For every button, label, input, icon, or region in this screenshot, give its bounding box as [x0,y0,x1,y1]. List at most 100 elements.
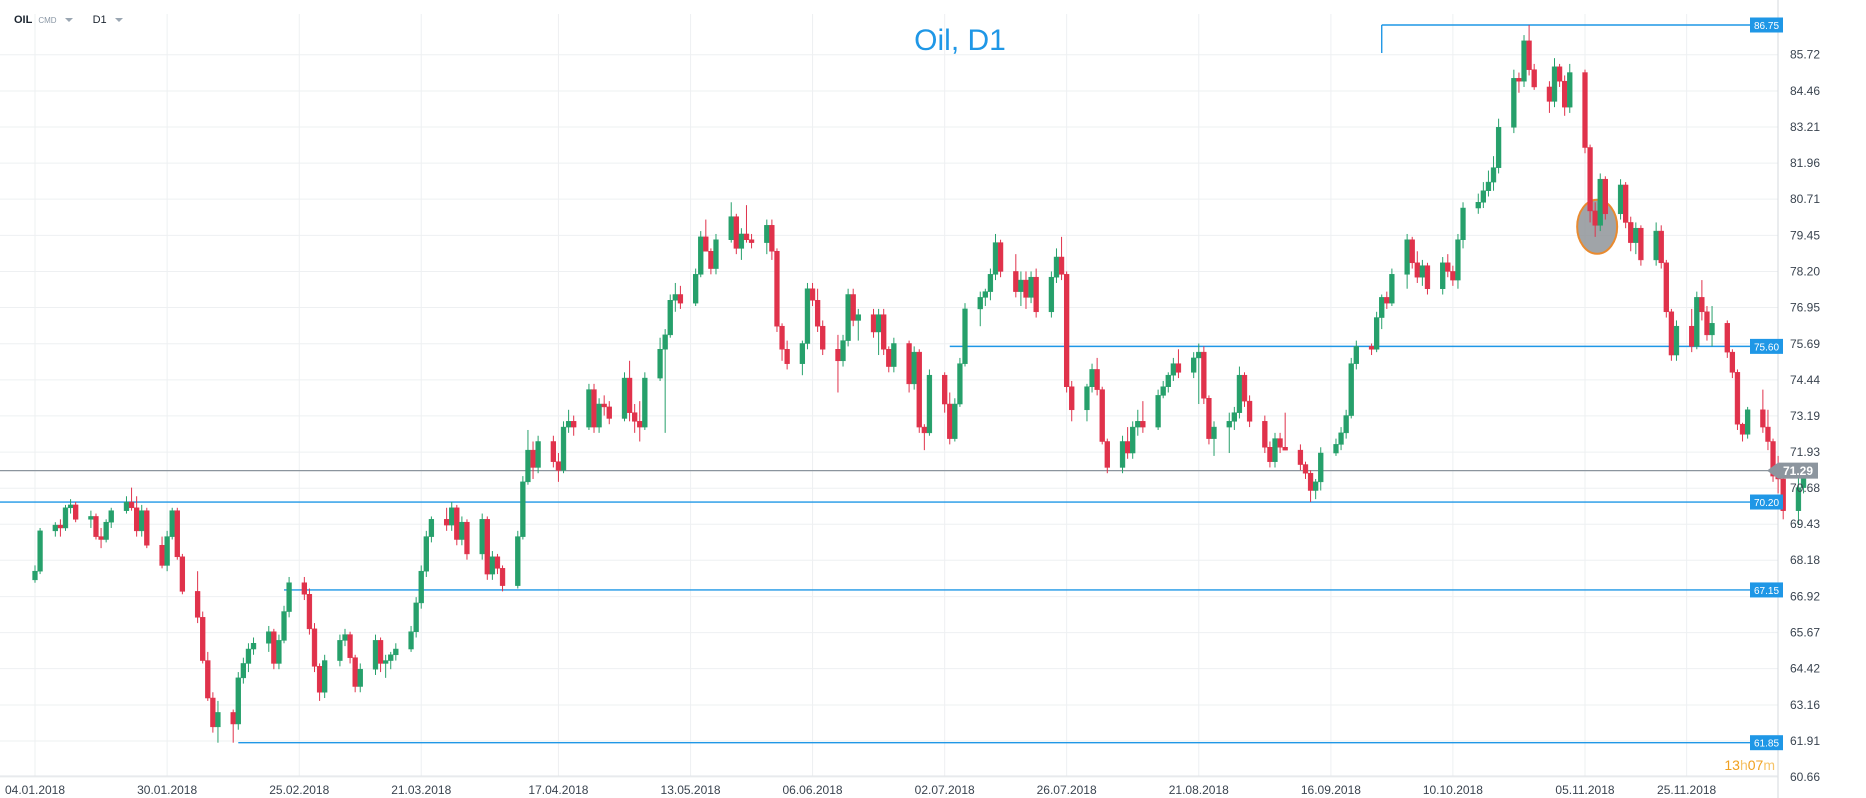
candle-body [1023,279,1029,298]
candle-body [240,663,247,679]
y-tick-label: 78.20 [1790,264,1820,278]
candle-body [316,666,323,693]
candle-body [413,602,419,632]
candle [108,507,114,528]
candle [693,268,699,307]
candle-body [37,530,43,572]
candle [1409,236,1415,269]
candle [1597,173,1603,232]
candle [642,372,648,430]
x-axis-labels: 04.01.2018 30.01.2018 25.02.2018 21.03.2018… [5,783,1717,797]
candle-body [769,225,775,252]
candle-body [1445,262,1451,272]
symbol-label[interactable]: OIL [14,14,33,26]
candle [266,625,272,652]
candle [408,625,414,652]
candle-body [733,216,739,249]
candle-body [377,640,384,664]
candle [459,516,465,546]
current-price-label: 71.29 [1783,464,1813,478]
candle [1485,170,1492,197]
candle-body [245,648,252,664]
candle-body [489,556,496,575]
candle [337,634,343,667]
candle-body [601,403,607,408]
candle [1130,421,1136,459]
candle [393,643,399,661]
candle [530,441,536,479]
candle [1033,268,1039,318]
candle [571,415,577,436]
candle [1531,63,1537,90]
candle [814,288,821,332]
candle-body [1236,374,1243,413]
level-badge: 75.60 [1750,338,1783,354]
candle [820,320,826,356]
candle [88,510,94,528]
candle-body [784,349,790,364]
candle [1241,372,1248,407]
candle-body [1104,441,1110,468]
candle-body [621,377,628,419]
candle [1099,386,1105,445]
candle-body [1592,210,1598,226]
candle-body [1455,239,1461,281]
candle [667,294,673,338]
candle-body [774,251,780,327]
candle-body [850,294,856,321]
candle-body [1343,415,1349,434]
candle [372,634,379,675]
y-tick-label: 66.92 [1790,590,1820,604]
candle-body [1689,325,1695,347]
candle-body [987,274,994,292]
candle-body [103,521,109,540]
candle-body [550,441,557,462]
candle-body [271,631,277,664]
y-tick-label: 85.72 [1790,48,1820,62]
candle [383,654,389,678]
candle-body [555,461,562,471]
candle [1490,156,1497,191]
candle-body [962,308,968,364]
level-badge: 86.75 [1750,17,1783,33]
candle [1694,291,1700,350]
candle-body [449,507,455,526]
level-badge-bg [1750,17,1783,33]
candle [1267,441,1273,468]
candle-body [128,501,135,509]
candle-body [977,297,983,310]
candle [1201,346,1207,405]
candle-body [459,521,465,540]
candle-body [1480,190,1487,203]
timeframe-label[interactable]: D1 [92,14,107,26]
candle-body [571,421,577,428]
candle-body [1267,447,1273,462]
level-badge-label: 86.75 [1754,21,1779,32]
candle-body [479,519,485,555]
level-badge-label: 75.60 [1754,342,1779,353]
candle [942,372,948,413]
candle [779,323,785,361]
timeframe-dropdown-icon[interactable] [114,18,123,22]
candle [377,637,384,673]
candle-body [875,314,882,333]
candle-body [1069,386,1075,411]
candle [1053,248,1060,283]
candle-body [728,216,734,240]
candle-body [1160,386,1166,396]
timer-unit: h [1740,757,1748,773]
candle-body [1490,167,1497,183]
candle [1760,389,1766,433]
candle [1628,216,1634,252]
candle [804,282,811,350]
candle-body [250,643,257,650]
candle [520,476,526,540]
symbol-dropdown-icon[interactable] [64,18,73,22]
candle-body [1373,317,1380,350]
candle [1318,447,1324,491]
candle [515,530,521,589]
candle-body [1246,400,1253,422]
candle [708,248,714,275]
candle [784,340,790,370]
